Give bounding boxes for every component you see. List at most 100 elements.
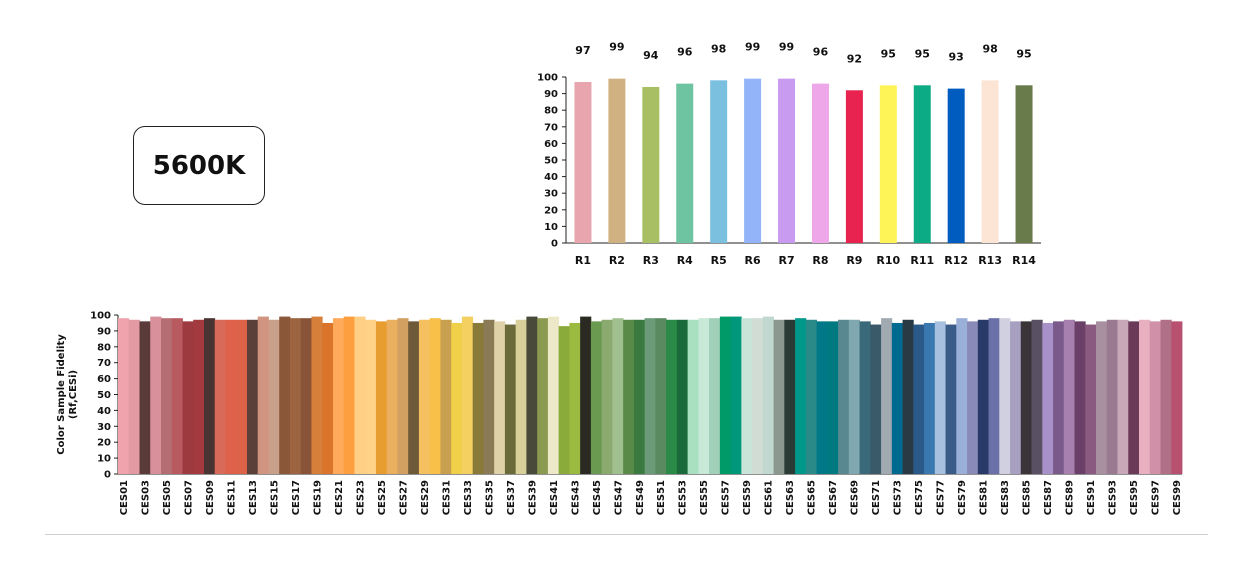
ces-bar-ces83: [999, 318, 1011, 474]
ces-y-tick-label: 10: [97, 454, 111, 465]
ces-tick-label: CES47: [613, 480, 624, 515]
ces-bar-ces36: [494, 321, 506, 474]
ces-tick-label: CES27: [398, 480, 409, 515]
r-bar-r6: [744, 78, 762, 243]
ces-y-tick-label: 20: [97, 438, 111, 449]
ces-bar-ces32: [451, 322, 463, 474]
ces-tick-label: CES57: [721, 480, 732, 515]
ces-bar-ces22: [343, 316, 355, 474]
ces-tick-label: CES01: [119, 480, 130, 515]
ces-bar-ces59: [741, 318, 753, 474]
ces-bar-ces23: [354, 316, 366, 474]
top-y-tick-label: 60: [544, 139, 558, 150]
cct-label-box: 5600K: [133, 126, 265, 205]
ces-bar-ces88: [1053, 321, 1065, 474]
ces-tick-label: CES31: [441, 480, 452, 515]
r-bar-r9: [845, 90, 863, 243]
ces-tick-label: CES61: [764, 480, 775, 515]
ces-tick-label: CES49: [635, 480, 646, 515]
ces-tick-label: CES71: [871, 480, 882, 515]
ces-y-axis-label: Color Sample Fidelity(Rf,CESi): [56, 334, 79, 455]
r-tick-label: R7: [778, 254, 794, 267]
ces-bar-ces61: [762, 316, 774, 474]
r-bar-r1: [574, 81, 592, 243]
ces-bar-ces93: [1106, 319, 1118, 474]
r-data-label: 94: [643, 49, 659, 62]
r-data-label: 96: [813, 46, 829, 59]
ces-bar-ces68: [838, 319, 850, 474]
ces-bar-ces66: [816, 321, 828, 474]
ces-bar-ces39: [526, 316, 538, 474]
ces-bar-ces95: [1128, 321, 1140, 474]
ces-bar-ces69: [848, 319, 860, 474]
ces-bar-ces63: [784, 319, 796, 474]
ces-tick-label: CES09: [205, 480, 216, 515]
ces-bar-ces72: [881, 318, 893, 474]
ces-bar-ces70: [859, 321, 871, 474]
top-y-tick-label: 50: [544, 156, 558, 167]
ces-tick-label: CES39: [527, 480, 538, 515]
top-y-tick-label: 80: [544, 106, 558, 117]
ces-tick-label: CES51: [656, 480, 667, 515]
ces-bar-ces16: [279, 316, 291, 474]
ces-tick-label: CES65: [807, 480, 818, 515]
ces-bar-ces34: [472, 322, 484, 474]
r-bar-r11: [913, 85, 931, 243]
ces-tick-label: CES67: [828, 480, 839, 515]
r-data-label: 98: [982, 42, 997, 55]
ces-tick-label: CES29: [420, 480, 431, 515]
ces-y-tick-label: 40: [97, 406, 111, 417]
ces-tick-label: CES55: [699, 480, 710, 515]
ces-bar-ces43: [569, 322, 581, 474]
ces-tick-label: CES85: [1022, 480, 1033, 515]
ces-bar-ces74: [902, 319, 914, 474]
r-bar-r3: [642, 86, 660, 244]
ces-y-tick-label: 50: [97, 390, 111, 401]
r-tick-label: R3: [643, 254, 659, 267]
ces-tick-label: CES87: [1043, 480, 1054, 515]
ces-tick-label: CES95: [1129, 480, 1140, 515]
ces-bar-ces90: [1074, 321, 1086, 474]
ces-bar-ces05: [160, 318, 173, 474]
ces-bar-ces53: [676, 319, 689, 474]
ces-tick-label: CES35: [484, 480, 495, 515]
ces-tick-label: CES69: [850, 480, 861, 515]
ces-bar-ces04: [150, 316, 162, 474]
ces-y-tick-label: 70: [97, 358, 111, 369]
ces-bar-ces91: [1085, 324, 1097, 474]
top-y-tick-label: 40: [544, 172, 558, 183]
ces-bar-ces84: [1010, 321, 1022, 474]
ces-tick-label: CES25: [377, 480, 388, 515]
ces-y-tick-label: 90: [97, 326, 111, 337]
ces-bar-ces48: [623, 319, 635, 474]
ces-bar-ces64: [795, 318, 807, 474]
ces-bar-ces03: [139, 321, 151, 474]
r-data-label: 95: [915, 47, 930, 60]
ces-bar-ces49: [633, 319, 646, 474]
r-tick-label: R5: [711, 254, 727, 267]
top-y-tick-label: 10: [544, 222, 558, 233]
top-y-tick-label: 90: [544, 89, 558, 100]
r-tick-label: R9: [846, 254, 862, 267]
ces-bar-ces58: [730, 316, 742, 474]
ces-bar-ces12: [236, 319, 248, 474]
ces-tick-label: CES43: [570, 480, 581, 515]
ces-bar-ces75: [913, 324, 925, 474]
ces-bar-ces02: [128, 319, 140, 474]
ces-bar-ces15: [268, 319, 280, 474]
ces-tick-label: CES89: [1065, 480, 1076, 515]
top-y-tick-label: 30: [544, 189, 558, 200]
ces-bar-ces99: [1171, 321, 1183, 474]
ces-bar-ces40: [537, 318, 549, 474]
ces-bar-ces57: [719, 316, 732, 474]
r-tick-label: R11: [910, 254, 934, 267]
ces-bar-ces78: [945, 324, 957, 474]
ces-bar-ces09: [203, 318, 216, 474]
ces-bar-ces19: [311, 316, 323, 474]
r-bar-r4: [676, 83, 694, 243]
ces-tick-label: CES13: [248, 480, 259, 515]
ces-bar-ces52: [666, 319, 678, 474]
ces-tick-label: CES79: [957, 480, 968, 515]
r-bar-r8: [811, 83, 829, 243]
ces-tick-label: CES81: [979, 480, 990, 515]
